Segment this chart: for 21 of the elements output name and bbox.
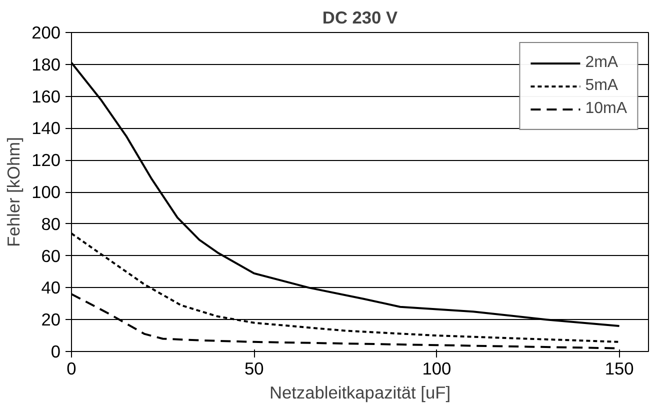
y-tick-label: 80: [41, 214, 61, 234]
y-tick-label: 140: [32, 118, 61, 138]
y-tick-label: 0: [50, 342, 61, 362]
y-axis-title: Fehler [kOhm]: [4, 137, 24, 247]
y-tick-label: 120: [32, 150, 61, 170]
x-axis-title: Netzableitkapazität [uF]: [269, 382, 451, 402]
legend-label: 2mA: [585, 54, 618, 72]
x-tick-label: 100: [422, 358, 452, 378]
y-tick-label: 200: [32, 22, 61, 42]
legend-label: 10mA: [585, 100, 627, 118]
chart-title: DC 230 V: [322, 8, 398, 28]
x-tick-label: 150: [604, 358, 634, 378]
legend-label: 5mA: [585, 77, 618, 95]
x-tick-label: 0: [66, 358, 76, 378]
y-tick-label: 60: [41, 246, 61, 266]
y-tick-label: 160: [32, 86, 61, 106]
x-tick-label: 50: [244, 358, 264, 378]
y-tick-label: 180: [32, 54, 61, 74]
y-tick-label: 100: [32, 182, 61, 202]
y-tick-label: 40: [41, 278, 61, 298]
y-tick-label: 20: [41, 310, 61, 330]
